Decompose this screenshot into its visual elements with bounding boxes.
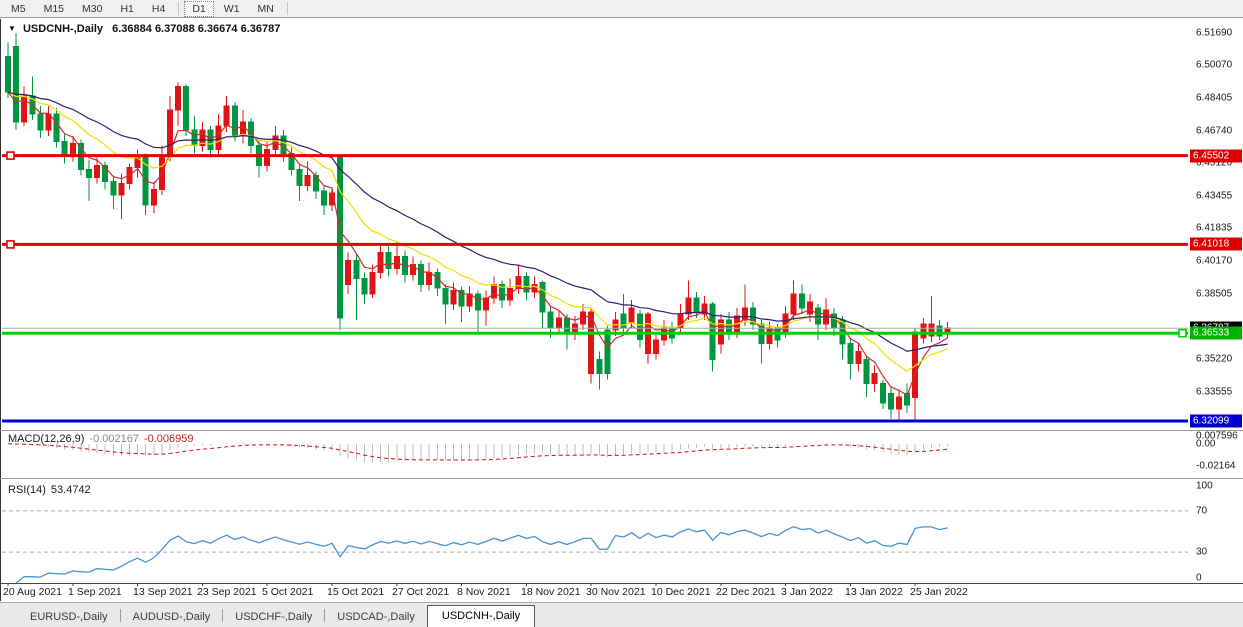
date-label: 13 Jan 2022 [845,586,903,598]
macd-signal-line [7,443,948,461]
date-label: 15 Oct 2021 [327,586,385,598]
rsi-label-text: RSI(14) [8,484,46,496]
rsi-line [15,525,948,584]
date-label: 20 Aug 2021 [3,586,62,598]
chart-title: ▼ USDCNH-,Daily 6.36884 6.37088 6.36674 … [8,23,280,35]
rsi-indicator-label: RSI(14) 53.4742 [8,484,91,496]
symbol-tab-usdchf[interactable]: USDCHF-,Daily [235,611,313,623]
date-label: 13 Sep 2021 [133,586,193,598]
macd-axis-label: -0.02164 [1196,460,1236,472]
toolbar-separator [178,2,180,15]
timeframe-button-w1[interactable]: W1 [223,2,240,15]
price-tick-label: 6.43455 [1196,190,1233,202]
tab-separator [222,609,224,622]
price-label-6.36533: 6.36533 [1190,326,1242,340]
price-tick-label: 6.33555 [1196,386,1233,398]
date-label: 1 Sep 2021 [68,586,122,598]
price-tick-label: 6.51690 [1196,27,1233,39]
price-tick-label: 6.48405 [1196,92,1233,104]
timeframe-button-h1[interactable]: H1 [120,2,134,15]
symbol-tab-audusd[interactable]: AUDUSD-,Daily [132,611,211,623]
rsi-axis-label: 0 [1196,572,1202,584]
date-label: 30 Nov 2021 [586,586,646,598]
price-tick-label: 6.50070 [1196,59,1233,71]
symbol-tab-bar: EURUSD-,Daily AUDUSD-,Daily USDCHF-,Daily U… [0,602,1243,627]
hline-marker[interactable] [6,240,15,249]
ma-mid-line [7,91,948,372]
macd-indicator-label: MACD(12,26,9) -0.002167 -0.006959 [8,433,194,445]
date-label: 10 Dec 2021 [651,586,711,598]
symbol-dropdown-arrow-icon[interactable]: ▼ [8,24,16,33]
symbol-tab-eurusd[interactable]: EURUSD-,Daily [30,611,108,623]
date-label: 5 Oct 2021 [262,586,314,598]
timeframe-toolbar: M5 M15 M30 H1 H4 D1 W1 MN [0,0,1243,18]
macd-label-text: MACD(12,26,9) [8,433,85,445]
date-label: 23 Sep 2021 [197,586,257,598]
timeframe-button-h4[interactable]: H4 [151,2,166,15]
date-label: 8 Nov 2021 [457,586,511,598]
price-tick-label: 6.35220 [1196,353,1233,365]
timeframe-button-m5[interactable]: M5 [11,2,26,15]
macd-signal-value: -0.006959 [143,433,194,445]
date-label: 25 Jan 2022 [910,586,968,598]
rsi-axis-label: 70 [1196,505,1208,517]
timeframe-button-m30[interactable]: M30 [82,2,103,15]
date-label: 3 Jan 2022 [781,586,833,598]
ma-slow-line [7,91,948,352]
price-tick-label: 6.45120 [1196,157,1233,169]
candlestick-series [5,33,951,420]
date-label: 18 Nov 2021 [521,586,581,598]
macd-main-value: -0.002167 [89,433,139,445]
rsi-value: 53.4742 [50,484,91,496]
macd-histogram [23,442,949,463]
symbol-tab-usdcad[interactable]: USDCAD-,Daily [337,611,415,623]
price-label-6.32099: 6.32099 [1190,414,1242,428]
macd-axis-label: 0.007596 [1196,430,1238,442]
price-tick-label: 6.41835 [1196,222,1233,234]
price-label-6.45502: 6.45502 [1190,149,1242,163]
price-tick-label: 6.38505 [1196,288,1233,300]
price-label-6.41018: 6.41018 [1190,237,1242,251]
rsi-axis-label: 100 [1196,480,1213,492]
symbol-tab-usdcnh[interactable]: USDCNH-,Daily [426,605,536,627]
rsi-axis-label: 30 [1196,546,1208,558]
tab-separator [119,609,121,622]
hline-marker[interactable] [1178,328,1187,338]
tab-separator [324,609,326,622]
timeframe-button-m15[interactable]: M15 [43,2,65,15]
date-label: 22 Dec 2021 [716,586,776,598]
date-label: 27 Oct 2021 [392,586,450,598]
time-axis-ticks [7,583,916,586]
chart-ohlc-values: 6.36884 6.37088 6.36674 6.36787 [112,23,281,35]
timeframe-button-mn[interactable]: MN [257,2,274,15]
hline-marker[interactable] [6,151,15,160]
price-tick-label: 6.46740 [1196,125,1233,137]
price-tick-label: 6.40170 [1196,255,1233,267]
chart-symbol: USDCNH-,Daily [22,23,104,35]
macd-axis-label: 0.00 [1196,438,1216,450]
timeframe-button-d1[interactable]: D1 [184,0,214,17]
toolbar-separator [286,2,288,15]
